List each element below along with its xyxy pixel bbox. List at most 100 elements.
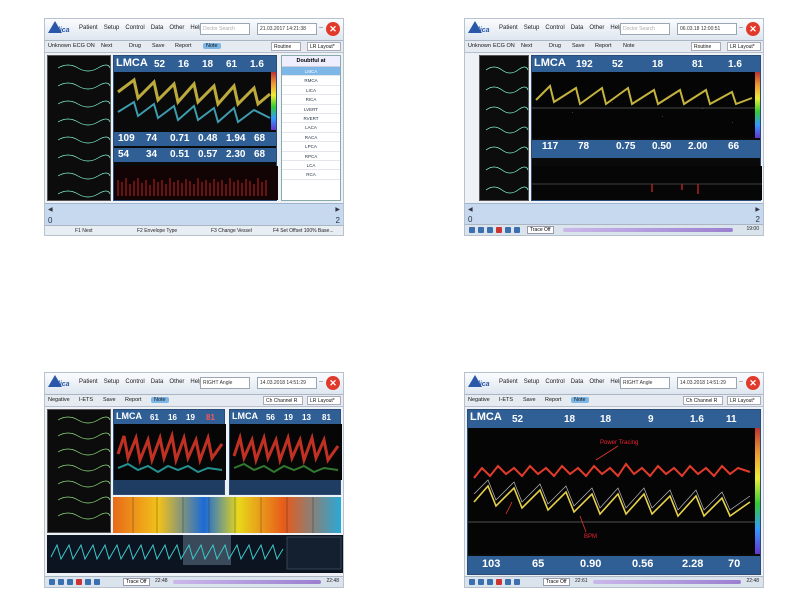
toolbar-next[interactable]: Next <box>101 43 113 49</box>
forward-button[interactable] <box>505 227 511 233</box>
menu-patient[interactable]: Patient <box>79 379 98 385</box>
layout-dropdown[interactable]: LR Layout* <box>307 396 341 405</box>
timeline-slider[interactable] <box>593 580 741 584</box>
vessel-item[interactable]: RPCA <box>282 152 340 161</box>
trace-off-button[interactable]: Trace Off <box>543 578 570 586</box>
toolbar-unknown[interactable]: Unknown <box>48 43 71 49</box>
menu-help[interactable]: Help <box>190 25 203 31</box>
fkey-f3[interactable]: F3 Change Vessel <box>211 228 252 234</box>
menu-setup[interactable]: Setup <box>103 379 120 385</box>
spectral-panel[interactable]: LMCA 192 52 18 81 1.6 117 78 0.75 0.50 2… <box>531 55 762 201</box>
menu-control[interactable]: Control <box>125 379 145 385</box>
timeline-slider[interactable] <box>563 228 733 232</box>
left-arrow-icon[interactable]: ◀ <box>468 207 473 213</box>
layout-dropdown[interactable]: LR Layout* <box>727 396 761 405</box>
rewind-button[interactable] <box>469 579 475 585</box>
channel-dropdown[interactable]: Ch Channel R <box>263 396 303 405</box>
menu-other[interactable]: Other <box>589 379 605 385</box>
fast-forward-button[interactable] <box>514 227 520 233</box>
layout-dropdown[interactable]: LR Layout* <box>307 42 341 51</box>
back-button[interactable] <box>478 579 484 585</box>
menu-setup[interactable]: Setup <box>523 379 540 385</box>
fkey-f1[interactable]: F1 Next <box>75 228 93 234</box>
menu-data[interactable]: Data <box>150 379 164 385</box>
timeline-slider[interactable] <box>173 580 321 584</box>
toolbar-save[interactable]: Save <box>103 397 116 403</box>
toolbar-ecg[interactable]: ECG ON <box>73 43 95 49</box>
date-field[interactable]: 21.03.2017 14:21:38 <box>257 23 317 35</box>
toolbar-iets[interactable]: I-ETS <box>79 397 94 403</box>
menu-data[interactable]: Data <box>570 379 584 385</box>
toolbar-unknown[interactable]: Unknown <box>468 43 491 49</box>
search-input[interactable]: Doctor Search <box>620 23 670 35</box>
fast-forward-button[interactable] <box>94 579 100 585</box>
vessel-list[interactable]: Doubtful at LMCA RMCA LICA RICA LVERT RV… <box>281 55 341 201</box>
right-arrow-icon[interactable]: ▶ <box>335 207 340 213</box>
fkey-f2[interactable]: F2 Envelope Type <box>137 228 178 234</box>
routine-dropdown[interactable]: Routine <box>271 42 301 51</box>
toolbar-report[interactable]: Report <box>545 397 562 403</box>
search-input[interactable]: RIGHT Angle <box>200 377 250 389</box>
toolbar-negative[interactable]: Negative <box>48 397 70 403</box>
menu-other[interactable]: Other <box>589 25 605 31</box>
vessel-item[interactable]: LMCA <box>282 67 340 77</box>
menu-patient[interactable]: Patient <box>499 25 518 31</box>
vessel-item[interactable]: LVERT <box>282 105 340 114</box>
minimize-button[interactable]: – <box>319 24 323 31</box>
menu-control[interactable]: Control <box>545 25 565 31</box>
close-button[interactable]: ✕ <box>746 376 760 390</box>
toolbar-report[interactable]: Report <box>125 397 142 403</box>
vessel-item[interactable]: RICA <box>282 95 340 105</box>
forward-button[interactable] <box>505 579 511 585</box>
toolbar-drug[interactable]: Drug <box>549 43 561 49</box>
close-button[interactable]: ✕ <box>326 376 340 390</box>
menu-other[interactable]: Other <box>169 379 185 385</box>
search-input[interactable]: RIGHT Angle <box>620 377 670 389</box>
toolbar-next[interactable]: Next <box>521 43 533 49</box>
left-arrow-icon[interactable]: ◀ <box>48 207 53 213</box>
vessel-item[interactable]: LCA <box>282 161 340 171</box>
toolbar-note[interactable]: Note <box>623 43 635 49</box>
right-arrow-icon[interactable]: ▶ <box>755 207 760 213</box>
close-button[interactable]: ✕ <box>746 22 760 36</box>
spectral-panel[interactable]: LMCA 52 16 18 61 1.6 109 74 0.71 0.48 1.… <box>113 55 278 201</box>
vessel-item[interactable]: RACA <box>282 133 340 143</box>
menu-other[interactable]: Other <box>169 25 185 31</box>
fast-forward-button[interactable] <box>514 579 520 585</box>
vessel-item[interactable]: LPCA <box>282 142 340 152</box>
vessel-item[interactable]: LACA <box>282 123 340 133</box>
trace-off-button[interactable]: Trace Off <box>123 578 150 586</box>
vessel-item[interactable]: LICA <box>282 86 340 96</box>
forward-button[interactable] <box>85 579 91 585</box>
fkey-f4[interactable]: F4 Set Offset 100% Base... <box>273 228 334 234</box>
search-input[interactable]: Doctor Search <box>200 23 250 35</box>
menu-data[interactable]: Data <box>150 25 164 31</box>
toolbar-report[interactable]: Report <box>175 43 192 49</box>
menu-data[interactable]: Data <box>570 25 584 31</box>
routine-dropdown[interactable]: Routine <box>691 42 721 51</box>
toolbar-save[interactable]: Save <box>152 43 165 49</box>
date-field[interactable]: 14.03.2018 14:51:29 <box>677 377 737 389</box>
vessel-item[interactable]: RMCA <box>282 76 340 86</box>
menu-help[interactable]: Help <box>190 379 203 385</box>
channel-thumbnails[interactable] <box>47 55 111 201</box>
channel-thumbnails[interactable] <box>479 55 529 201</box>
close-button[interactable]: ✕ <box>326 22 340 36</box>
toolbar-negative[interactable]: Negative <box>468 397 490 403</box>
minimize-button[interactable]: – <box>319 378 323 385</box>
menu-setup[interactable]: Setup <box>523 25 540 31</box>
toolbar-note[interactable]: Note <box>203 43 221 49</box>
power-tracing-panel[interactable]: LMCA 52 18 18 9 1.6 11 Power Tracing BPM… <box>467 409 761 575</box>
toolbar-save[interactable]: Save <box>523 397 536 403</box>
minimize-button[interactable]: – <box>739 24 743 31</box>
channel-thumbnails[interactable] <box>47 409 111 533</box>
menu-help[interactable]: Help <box>610 25 623 31</box>
record-button[interactable] <box>496 579 502 585</box>
toolbar-save[interactable]: Save <box>572 43 585 49</box>
play-button[interactable] <box>487 227 493 233</box>
vessel-item[interactable]: RVERT <box>282 114 340 124</box>
toolbar-report[interactable]: Report <box>595 43 612 49</box>
record-button[interactable] <box>76 579 82 585</box>
menu-control[interactable]: Control <box>125 25 145 31</box>
rewind-button[interactable] <box>49 579 55 585</box>
